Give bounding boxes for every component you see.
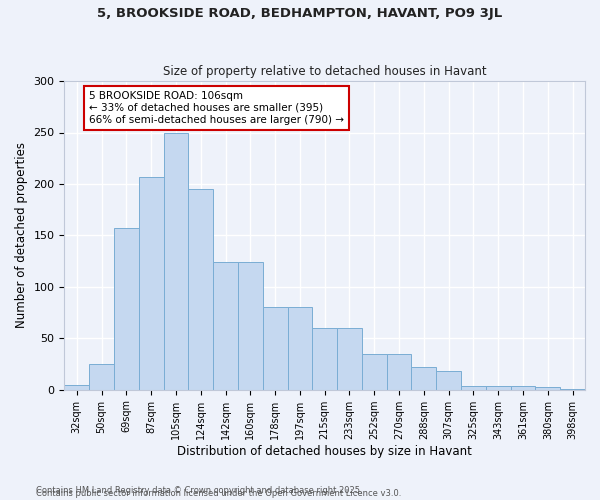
Bar	[287, 308, 313, 390]
Text: Contains public sector information licensed under the Open Government Licence v3: Contains public sector information licen…	[36, 488, 401, 498]
Bar	[386, 354, 412, 390]
Bar	[64, 384, 89, 390]
Bar	[535, 386, 560, 390]
Text: 5, BROOKSIDE ROAD, BEDHAMPTON, HAVANT, PO9 3JL: 5, BROOKSIDE ROAD, BEDHAMPTON, HAVANT, P…	[97, 8, 503, 20]
Text: Contains HM Land Registry data © Crown copyright and database right 2025.: Contains HM Land Registry data © Crown c…	[36, 486, 362, 495]
Bar	[213, 262, 238, 390]
Bar	[263, 308, 287, 390]
Bar	[436, 371, 461, 390]
Bar	[89, 364, 114, 390]
Bar	[412, 367, 436, 390]
Bar	[313, 328, 337, 390]
X-axis label: Distribution of detached houses by size in Havant: Distribution of detached houses by size …	[177, 444, 472, 458]
Bar	[337, 328, 362, 390]
Bar	[362, 354, 386, 390]
Bar	[461, 386, 486, 390]
Bar	[238, 262, 263, 390]
Bar	[139, 176, 164, 390]
Title: Size of property relative to detached houses in Havant: Size of property relative to detached ho…	[163, 66, 487, 78]
Bar	[164, 132, 188, 390]
Bar	[560, 388, 585, 390]
Bar	[188, 189, 213, 390]
Bar	[511, 386, 535, 390]
Bar	[114, 228, 139, 390]
Bar	[486, 386, 511, 390]
Text: 5 BROOKSIDE ROAD: 106sqm
← 33% of detached houses are smaller (395)
66% of semi-: 5 BROOKSIDE ROAD: 106sqm ← 33% of detach…	[89, 92, 344, 124]
Y-axis label: Number of detached properties: Number of detached properties	[15, 142, 28, 328]
